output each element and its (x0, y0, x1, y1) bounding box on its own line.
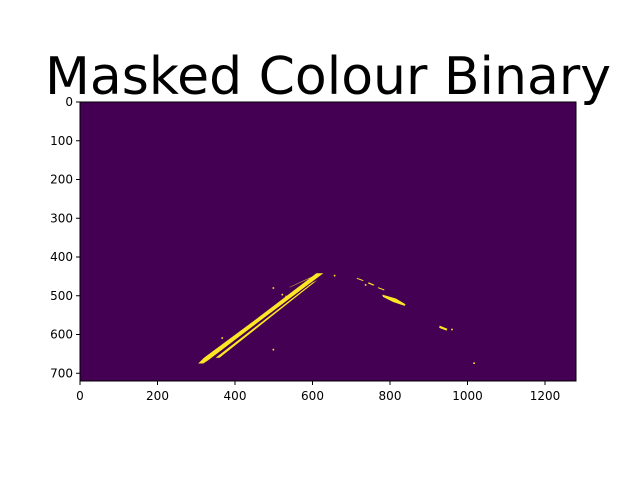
y-tick-label: 100 (50, 134, 73, 148)
plot-area (79, 101, 577, 382)
mask-speck (285, 295, 287, 298)
x-tick-label: 800 (379, 389, 402, 403)
x-axis: 0 200 400 600 800 1000 1200 (76, 381, 560, 403)
x-tick-label: 1200 (530, 389, 561, 403)
mask-speck (221, 337, 224, 339)
x-tick-label: 0 (76, 389, 84, 403)
right-lane-segment (382, 294, 406, 306)
x-tick-label: 600 (301, 389, 324, 403)
y-tick-label: 500 (50, 289, 73, 303)
y-tick-label: 600 (50, 328, 73, 342)
y-tick-label: 700 (50, 366, 73, 380)
x-tick-label: 400 (224, 389, 247, 403)
y-tick-label: 200 (50, 173, 73, 187)
x-tick-label: 1000 (452, 389, 483, 403)
plot-frame (79, 101, 577, 382)
mask-speck (473, 362, 475, 364)
mask-pixels (198, 273, 475, 364)
heatmap-background (80, 102, 576, 381)
y-axis: 0 100 200 300 400 500 600 700 (50, 95, 80, 380)
left-lane-line (198, 273, 324, 364)
mask-speck (281, 293, 284, 296)
chart-title: Masked Colour Binary (45, 47, 611, 107)
mask-speck (272, 287, 275, 289)
mask-speck (451, 328, 453, 331)
right-lane-segment (356, 277, 364, 282)
right-lane-segment (367, 282, 375, 286)
y-tick-label: 0 (65, 95, 73, 109)
y-tick-label: 300 (50, 211, 73, 225)
mask-speck (364, 284, 367, 286)
left-lane-dash (289, 276, 312, 288)
right-lane-segment (377, 287, 385, 291)
y-tick-label: 400 (50, 250, 73, 264)
mask-speck (333, 274, 336, 277)
mask-speck (272, 348, 275, 351)
left-lane-inner-line (215, 280, 318, 358)
right-lane-segment (439, 325, 448, 331)
x-tick-label: 200 (146, 389, 169, 403)
